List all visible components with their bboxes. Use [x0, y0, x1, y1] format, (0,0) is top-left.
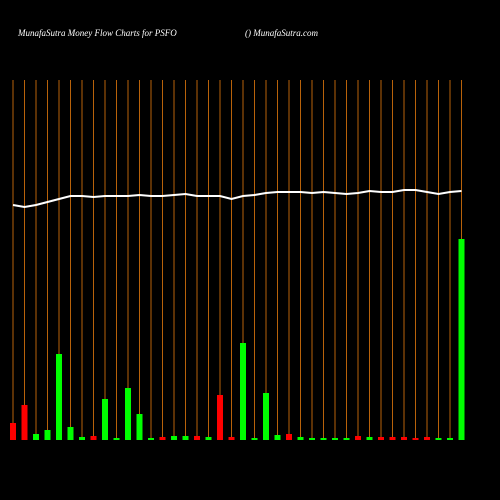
- bar: [378, 437, 384, 440]
- bar: [263, 393, 269, 440]
- chart-title: MunafaSutra Money Flow Charts for PSFO: [17, 28, 177, 38]
- bar: [251, 438, 258, 440]
- bar: [343, 438, 350, 440]
- bar: [389, 437, 396, 440]
- bar: [102, 399, 108, 440]
- bar: [366, 437, 373, 440]
- money-flow-line: [12, 189, 462, 209]
- bar: [44, 430, 51, 440]
- bar: [309, 438, 315, 440]
- bar: [136, 414, 143, 440]
- bar: [56, 354, 62, 440]
- bar: [113, 438, 120, 440]
- bar: [125, 388, 131, 440]
- bar: [424, 437, 430, 440]
- bar: [332, 438, 338, 440]
- bar: [148, 438, 154, 440]
- bar: [447, 438, 453, 440]
- bar: [435, 438, 442, 440]
- bar: [297, 437, 304, 440]
- bar: [228, 437, 235, 440]
- bar: [355, 436, 361, 440]
- bar: [240, 343, 246, 440]
- bar: [79, 437, 85, 440]
- bar: [182, 436, 189, 440]
- bar: [171, 436, 177, 440]
- bar: [274, 435, 281, 440]
- bar: [217, 395, 223, 440]
- bar: [458, 239, 465, 440]
- bar: [21, 405, 28, 440]
- bar: [194, 436, 200, 440]
- bar: [412, 438, 419, 440]
- chart-subtitle: () MunafaSutra.com: [245, 28, 318, 38]
- bar: [401, 437, 407, 440]
- bar: [90, 436, 97, 440]
- bar: [286, 434, 292, 440]
- bar: [33, 434, 39, 440]
- bar: [10, 423, 16, 440]
- bar: [159, 437, 166, 440]
- bar: [205, 437, 212, 440]
- bar: [320, 438, 327, 440]
- bar: [67, 427, 74, 440]
